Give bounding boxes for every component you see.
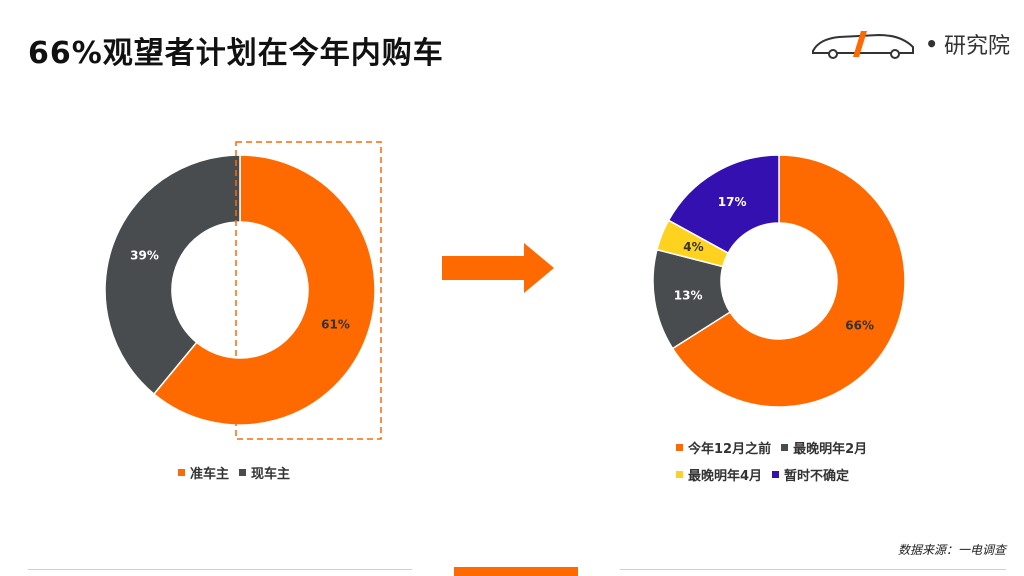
data-label-1-1: 13% [674, 288, 703, 302]
footer-accent-bar [454, 567, 578, 576]
legend-row: 准车主 现车主 [178, 463, 300, 482]
legend-swatch [676, 471, 683, 478]
legend-item-1-1: 最晚明年2月 [781, 438, 867, 457]
car-logo-icon [812, 31, 915, 59]
legend-label: 准车主 [190, 467, 230, 482]
donut-slice-1-3 [667, 154, 780, 255]
data-source-note: 数据来源：一电调查 [897, 543, 1006, 557]
donut-slice-0-1 [104, 154, 241, 396]
data-label-1-0: 66% [845, 318, 874, 332]
legend-left: 准车主 现车主 [178, 463, 300, 490]
brand-logo: • 研究院 [809, 24, 1010, 64]
left-donut-slices [104, 154, 376, 426]
legend-item-1-0: 今年12月之前 [676, 438, 771, 457]
legend-row: 今年12月之前 最晚明年2月 [676, 438, 877, 457]
footer-divider-right [620, 569, 1006, 570]
donut-chart-owner-type: 61% 39% [104, 141, 382, 440]
legend-label: 最晚明年2月 [793, 442, 868, 457]
right-arrow-icon [442, 243, 554, 293]
legend-label: 最晚明年4月 [688, 469, 763, 484]
data-label-0-1: 39% [130, 249, 159, 263]
data-label-0-0: 61% [321, 317, 350, 331]
legend-swatch [772, 471, 780, 478]
donut-chart-purchase-timing: 66% 13% 4% 17% [652, 154, 906, 408]
left-donut-labels: 61% 39% [130, 249, 350, 332]
legend-swatch [178, 469, 185, 476]
donut-slice-1-0 [671, 154, 906, 408]
logo-separator: • [925, 32, 938, 56]
right-donut-labels: 66% 13% 4% 17% [674, 195, 874, 333]
legend-item-0-0: 准车主 [178, 463, 229, 482]
legend-label: 今年12月之前 [688, 442, 772, 457]
legend-label: 现车主 [251, 467, 291, 482]
donut-slice-0-0 [152, 154, 376, 426]
legend-item-1-2: 最晚明年4月 [676, 465, 762, 484]
data-label-1-2: 4% [683, 240, 703, 254]
legend-swatch [781, 444, 789, 451]
highlight-dashed-box [235, 141, 382, 440]
right-donut-slices [652, 154, 906, 408]
legend-label: 暂时不确定 [784, 469, 850, 484]
legend-item-1-3: 暂时不确定 [772, 465, 849, 484]
data-label-1-3: 17% [718, 195, 747, 209]
logo-text: 研究院 [943, 34, 1010, 59]
footer-divider-left [28, 569, 412, 570]
legend-item-0-1: 现车主 [239, 463, 290, 482]
legend-row: 最晚明年4月 暂时不确定 [676, 465, 877, 484]
legend-right: 今年12月之前 最晚明年2月最晚明年4月 暂时不确定 [676, 438, 877, 492]
legend-swatch [239, 469, 247, 476]
legend-swatch [676, 444, 683, 451]
page-title: 66%观望者计划在今年内购车 [28, 36, 444, 71]
